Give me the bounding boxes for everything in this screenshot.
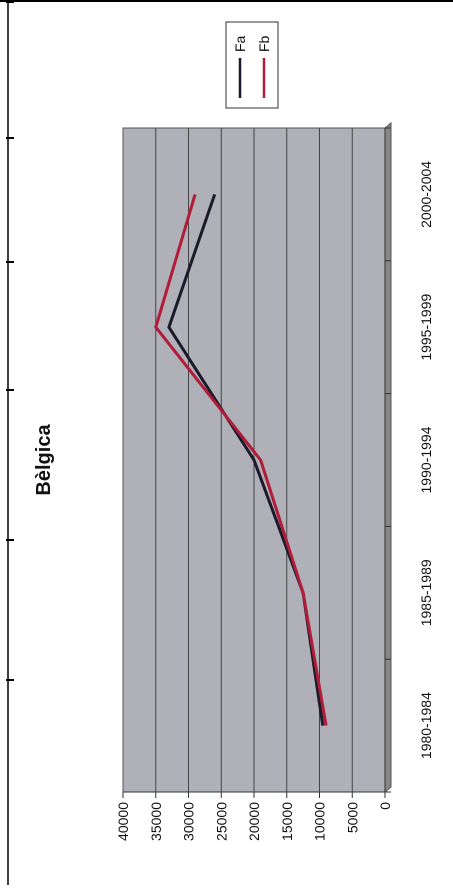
value-tick-label: 5000	[344, 802, 360, 833]
value-tick-label: 10000	[312, 802, 328, 841]
series-line-Fb	[154, 193, 328, 726]
chart-title: Bèlgica	[33, 424, 55, 496]
category-label: 1985-1989	[418, 559, 434, 626]
value-tick-label: 30000	[181, 802, 197, 841]
value-tick-label: 35000	[148, 802, 164, 841]
value-tick-label: 40000	[115, 802, 131, 841]
value-tick-label: 15000	[279, 802, 295, 841]
value-tick-label: 0	[377, 802, 393, 810]
category-label: 1990-1994	[418, 426, 434, 493]
category-label: 1980-1984	[418, 692, 434, 759]
legend-label-Fb: Fb	[256, 35, 272, 52]
value-tick-label: 25000	[213, 802, 229, 841]
category-label: 1995-1999	[418, 294, 434, 361]
legend-label-Fa: Fa	[232, 35, 248, 52]
legend-box	[225, 21, 279, 109]
category-label: 2000-2004	[418, 161, 434, 228]
plot-floor	[384, 121, 392, 794]
value-tick-label: 20000	[246, 802, 262, 841]
